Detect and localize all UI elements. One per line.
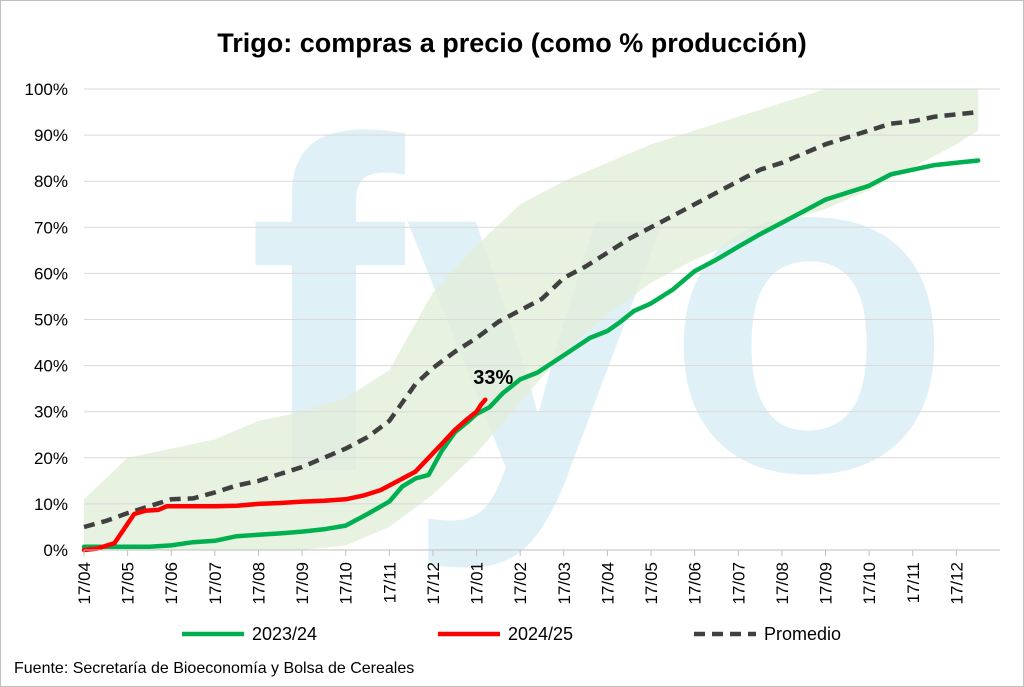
x-tick-label: 17/08 bbox=[249, 562, 268, 605]
legend-item-2024-25: 2024/25 bbox=[438, 624, 573, 644]
x-tick-label: 17/11 bbox=[380, 562, 399, 603]
x-tick-label: 17/02 bbox=[511, 562, 530, 605]
x-tick-label: 17/12 bbox=[947, 562, 966, 605]
legend-label: 2023/24 bbox=[252, 624, 317, 644]
legend-label: 2024/25 bbox=[508, 624, 573, 644]
x-tick-label: 17/08 bbox=[773, 562, 792, 605]
annotations: 33% bbox=[473, 367, 513, 389]
legend-item-2023-24: 2023/24 bbox=[182, 624, 317, 644]
y-tick-label: 60% bbox=[34, 264, 68, 283]
y-tick-label: 70% bbox=[34, 218, 68, 237]
y-tick-label: 80% bbox=[34, 172, 68, 191]
x-tick-label: 17/09 bbox=[293, 562, 312, 605]
x-tick-label: 17/05 bbox=[642, 562, 661, 605]
x-tick-label: 17/12 bbox=[424, 562, 443, 605]
y-tick-label: 10% bbox=[34, 495, 68, 514]
y-tick-label: 20% bbox=[34, 449, 68, 468]
legend-label: Promedio bbox=[764, 624, 841, 644]
x-tick-label: 17/06 bbox=[686, 562, 705, 605]
y-tick-label: 0% bbox=[43, 541, 68, 560]
series-lines bbox=[81, 109, 981, 553]
source-note: Fuente: Secretaría de Bioeconomía y Bols… bbox=[14, 660, 414, 677]
x-tick-label: 17/07 bbox=[206, 562, 225, 605]
y-tick-label: 40% bbox=[34, 357, 68, 376]
series-line-2024-25 bbox=[81, 397, 488, 553]
y-tick-label: 50% bbox=[34, 311, 68, 330]
x-tick-label: 17/06 bbox=[162, 562, 181, 605]
x-tick-label: 17/09 bbox=[817, 562, 836, 605]
x-tick-label: 17/04 bbox=[598, 562, 617, 605]
series-line-2023-24 bbox=[81, 158, 981, 550]
chart-title: Trigo: compras a precio (como % producci… bbox=[217, 28, 807, 58]
y-tick-label: 30% bbox=[34, 403, 68, 422]
y-tick-label: 100% bbox=[25, 80, 68, 99]
axes: 0% 10% 20% 30% 40% 50% 60% 70% 80% 90% 100% 17/04 17… bbox=[25, 80, 1000, 605]
x-tick-label: 17/10 bbox=[860, 562, 879, 605]
x-tick-label: 17/07 bbox=[729, 562, 748, 605]
x-tick-label: 17/04 bbox=[75, 562, 94, 605]
series-line-promedio bbox=[83, 109, 979, 530]
legend-item-promedio: Promedio bbox=[694, 624, 841, 644]
x-tick-label: 17/05 bbox=[119, 562, 138, 605]
x-tick-label: 17/01 bbox=[468, 562, 487, 605]
x-tick-label: 17/03 bbox=[555, 562, 574, 605]
y-tick-label: 90% bbox=[34, 126, 68, 145]
x-tick-label: 17/10 bbox=[337, 562, 356, 605]
legend: 2023/24 2024/25 Promedio bbox=[182, 624, 841, 644]
annotation-label: 33% bbox=[473, 367, 513, 389]
x-tick-label: 17/11 bbox=[904, 562, 923, 603]
